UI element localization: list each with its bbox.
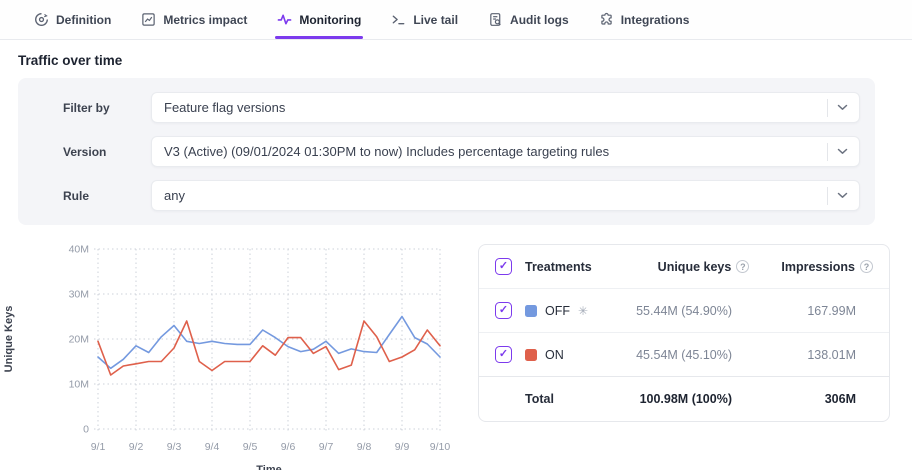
definition-icon — [34, 12, 49, 27]
chevron-down-icon — [837, 192, 859, 199]
svg-text:9/3: 9/3 — [167, 441, 182, 453]
tab-label: Integrations — [620, 12, 690, 27]
tab-label: Live tail — [413, 12, 459, 27]
document-search-icon — [488, 12, 503, 27]
table-row-on: ON 45.54M (45.10%) 138.01M — [479, 333, 889, 377]
tab-label: Definition — [56, 12, 112, 27]
table-row-total: Total 100.98M (100%) 306M — [479, 376, 889, 420]
filter-by-value: Feature flag versions — [164, 100, 286, 115]
tab-monitoring[interactable]: Monitoring — [275, 0, 364, 39]
total-impressions: 306M — [824, 391, 856, 406]
tab-metrics-impact[interactable]: Metrics impact — [141, 0, 247, 39]
treatments-table-header: Treatments Unique keys Impressions — [479, 245, 889, 289]
chevron-down-icon — [837, 148, 859, 155]
rule-label: Rule — [63, 188, 90, 203]
svg-text:9/4: 9/4 — [205, 441, 220, 453]
svg-text:9/5: 9/5 — [243, 441, 258, 453]
filter-by-label: Filter by — [63, 100, 110, 115]
select-divider — [827, 98, 828, 117]
svg-text:9/7: 9/7 — [319, 441, 334, 453]
on-color-swatch — [525, 348, 537, 361]
svg-text:9/6: 9/6 — [281, 441, 296, 453]
page-title: Traffic over time — [18, 53, 123, 68]
off-color-swatch — [525, 304, 537, 317]
chevron-down-icon — [837, 104, 859, 111]
svg-text:9/9: 9/9 — [395, 441, 410, 453]
select-all-checkbox[interactable] — [495, 258, 512, 275]
total-unique-keys: 100.98M (100%) — [639, 391, 732, 406]
svg-text:Unique Keys: Unique Keys — [3, 306, 15, 373]
impressions-header-label: Impressions — [781, 259, 855, 274]
off-impressions: 167.99M — [807, 303, 856, 318]
svg-text:40M: 40M — [69, 244, 89, 256]
on-unique-keys: 45.54M (45.10%) — [636, 347, 732, 362]
traffic-over-time-chart: 0 10M 20M 30M 40M 9/1 9/2 9/3 9/4 9/5 9/6 9/7 9/8 9/9… — [0, 235, 470, 470]
svg-text:20M: 20M — [69, 334, 89, 346]
version-value: V3 (Active) (09/01/2024 01:30PM to now) … — [164, 144, 610, 159]
off-treatment-cell: OFF — [525, 304, 591, 318]
terminal-icon — [391, 12, 406, 27]
version-label: Version — [63, 144, 107, 159]
unique-keys-column-header: Unique keys — [592, 260, 750, 274]
tab-label: Audit logs — [510, 12, 569, 27]
on-impressions: 138.01M — [807, 347, 856, 362]
impressions-column-header: Impressions — [749, 260, 873, 274]
filter-by-row: Filter by Feature flag versions — [33, 92, 860, 123]
metrics-chart-icon — [141, 12, 156, 27]
rule-select[interactable]: any — [151, 180, 860, 211]
traffic-section: 0 10M 20M 30M 40M 9/1 9/2 9/3 9/4 9/5 9/6 9/7 9/8 9/9… — [0, 235, 912, 470]
on-treatment-checkbox[interactable] — [495, 346, 512, 363]
total-label: Total — [525, 391, 554, 406]
svg-text:9/1: 9/1 — [91, 441, 106, 453]
version-row: Version V3 (Active) (09/01/2024 01:30PM … — [33, 136, 860, 167]
treatment-name: OFF — [545, 303, 570, 318]
svg-text:30M: 30M — [69, 289, 89, 301]
tab-live-tail[interactable]: Live tail — [391, 0, 458, 39]
tab-integrations[interactable]: Integrations — [599, 0, 690, 39]
off-unique-keys: 55.44M (54.90%) — [636, 303, 732, 318]
svg-text:Time: Time — [256, 464, 281, 470]
tab-definition[interactable]: Definition — [34, 0, 111, 39]
help-icon[interactable] — [736, 260, 750, 273]
help-icon[interactable] — [860, 260, 873, 273]
treatments-column-header: Treatments — [525, 259, 592, 274]
default-treatment-icon — [578, 304, 588, 318]
treatments-table: Treatments Unique keys Impressions OFF 5… — [478, 244, 890, 422]
on-treatment-cell: ON — [525, 348, 591, 362]
treatment-name: ON — [545, 347, 564, 362]
pulse-icon — [277, 12, 292, 27]
select-divider — [827, 142, 828, 161]
svg-text:10M: 10M — [69, 379, 89, 391]
svg-text:0: 0 — [83, 424, 89, 436]
tab-label: Metrics impact — [163, 12, 248, 27]
tab-bar: Definition Metrics impact Monitoring Liv… — [0, 0, 912, 40]
filter-panel: Filter by Feature flag versions Version … — [18, 78, 875, 225]
off-treatment-checkbox[interactable] — [495, 302, 512, 319]
tab-audit-logs[interactable]: Audit logs — [488, 0, 569, 39]
table-row-off: OFF 55.44M (54.90%) 167.99M — [479, 289, 889, 333]
version-select[interactable]: V3 (Active) (09/01/2024 01:30PM to now) … — [151, 136, 860, 167]
line-chart-canvas: 0 10M 20M 30M 40M 9/1 9/2 9/3 9/4 9/5 9/6 9/7 9/8 9/9… — [3, 244, 451, 470]
select-divider — [827, 186, 828, 205]
svg-text:9/10: 9/10 — [430, 441, 451, 453]
rule-value: any — [164, 188, 185, 203]
rule-row: Rule any — [33, 180, 860, 211]
puzzle-icon — [599, 12, 614, 27]
svg-text:9/2: 9/2 — [129, 441, 144, 453]
filter-by-select[interactable]: Feature flag versions — [151, 92, 860, 123]
tab-label: Monitoring — [299, 12, 362, 27]
unique-keys-header-label: Unique keys — [657, 259, 732, 274]
svg-text:9/8: 9/8 — [357, 441, 372, 453]
